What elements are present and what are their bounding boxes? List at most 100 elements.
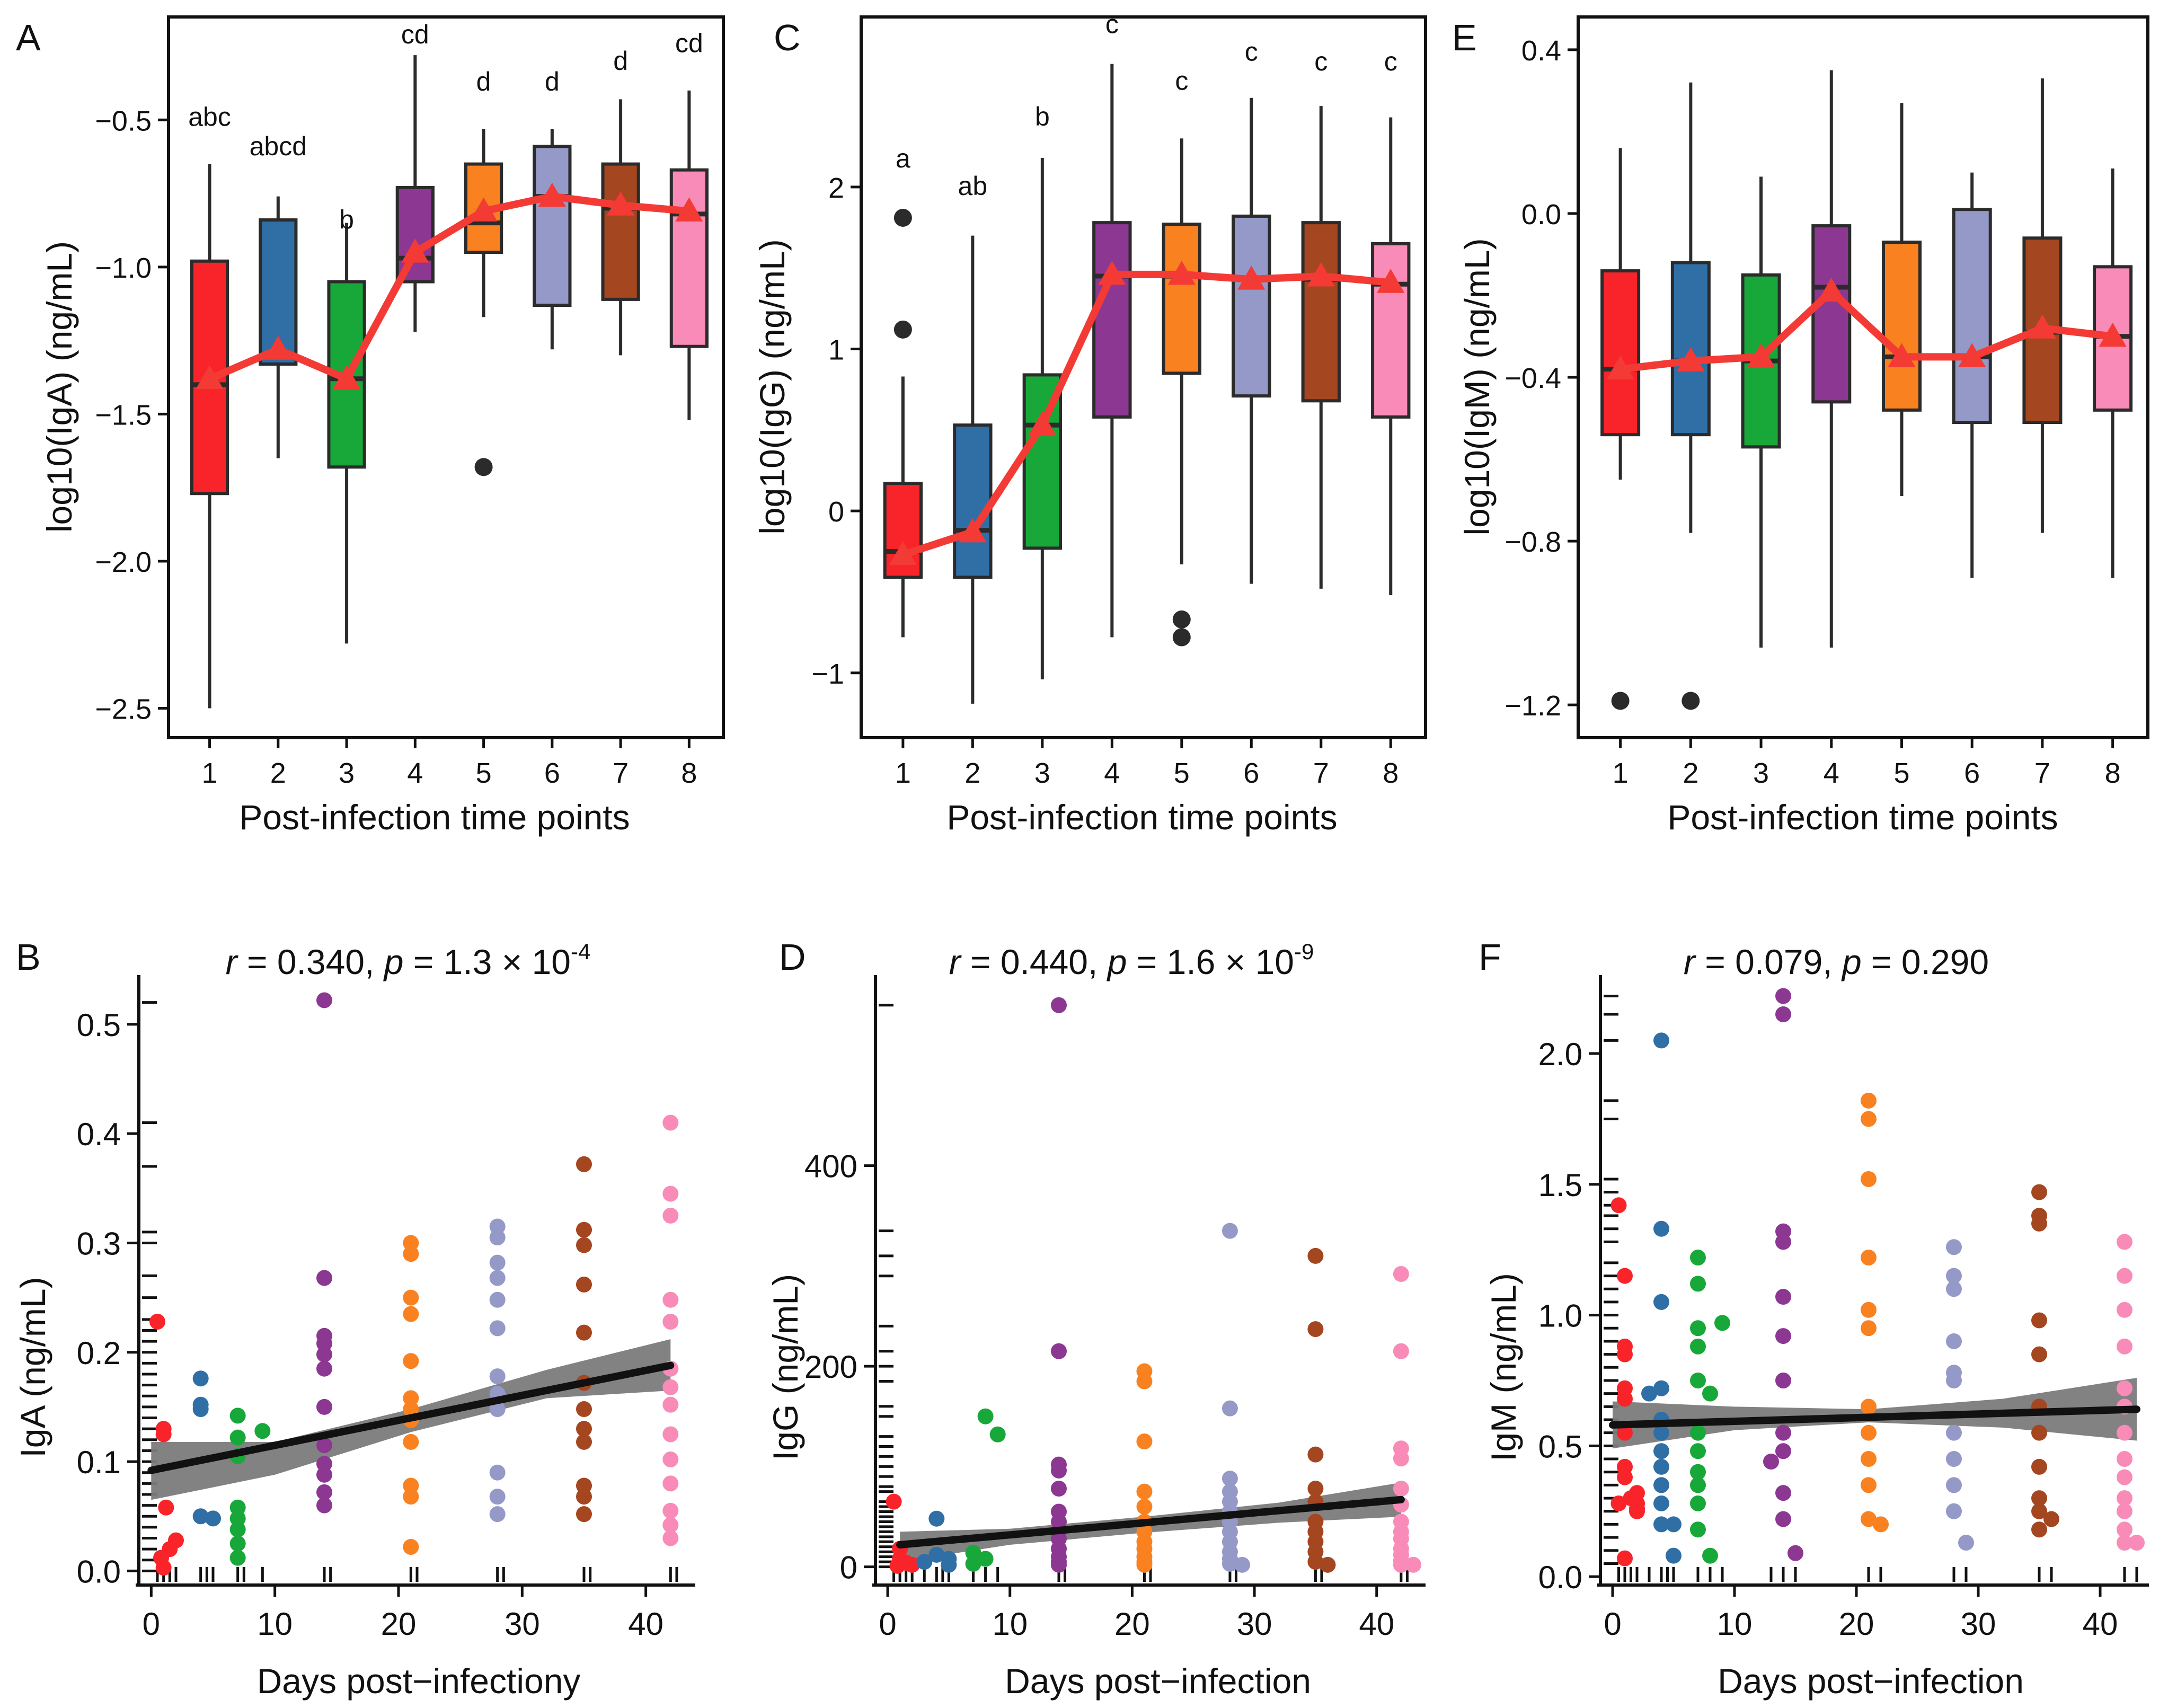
panel-F-data-point	[1690, 1464, 1706, 1480]
panel-F-data-point	[1775, 1006, 1791, 1023]
panel-D-y-axis-label: IgG (ng/mL)	[766, 1274, 805, 1461]
panel-F-data-point	[1653, 1495, 1669, 1511]
panel-E-label: E	[1452, 17, 1477, 58]
panel-E-mean-marker	[2028, 314, 2056, 339]
panel-C-mean-marker	[1377, 269, 1405, 293]
panel-E-mean-marker	[1677, 347, 1705, 371]
panel-C-box-2	[953, 423, 993, 579]
panel-F-regression-line	[1609, 1405, 2140, 1429]
panel-B-data-point	[662, 1185, 679, 1202]
panel-A-x-tick-label: 4	[407, 757, 423, 789]
panel-C-y-tick-label: 1	[828, 334, 844, 366]
panel-F-data-point	[1610, 1197, 1627, 1214]
panel-E-y-tick-label: −0.4	[1505, 362, 1561, 394]
panel-B-data-point	[229, 1535, 246, 1552]
panel-E-x-tick-label: 1	[1613, 757, 1629, 789]
panel-A-mean-trend-line	[208, 192, 689, 383]
panel-F-data-point	[2117, 1521, 2132, 1538]
panel-F-data-point	[1861, 1092, 1877, 1109]
panel-C-mean-marker	[1028, 411, 1056, 436]
panel-F-data-point	[2117, 1234, 2132, 1250]
panel-B-y-tick-label: 0.4	[77, 1117, 121, 1152]
panel-A-x-tick-label: 7	[613, 757, 629, 789]
panel-F-data-point	[1623, 1490, 1639, 1507]
panel-F-data-point	[2031, 1346, 2047, 1362]
panel-E-y-tick-label: 0.0	[1521, 199, 1561, 231]
panel-B-data-point	[662, 1517, 679, 1533]
panel-F-data-point	[1946, 1333, 1962, 1349]
panel-E-x-tick-label: 8	[2105, 757, 2121, 789]
panel-F-x-tick-label: 40	[2083, 1606, 2118, 1642]
panel-A-y-tick-label: −1.5	[95, 399, 152, 431]
panel-D-data-point	[1393, 1343, 1409, 1359]
panel-F-data-point	[2117, 1268, 2132, 1284]
panel-C-significance-letter: c	[1105, 10, 1119, 39]
panel-B-data-point	[403, 1289, 419, 1306]
panel-E-outlier-point	[1682, 692, 1700, 710]
panel-A-mean-marker	[607, 191, 635, 216]
panel-B-data-point	[576, 1477, 592, 1494]
panel-F-x-tick-label: 10	[1717, 1606, 1753, 1642]
panel-D-p-exponent: -9	[1294, 939, 1314, 964]
panel-B-data-point	[489, 1229, 506, 1246]
panel-B-y-tick-label: 0.5	[77, 1007, 121, 1043]
panel-B-data-point	[489, 1489, 506, 1505]
panel-A-significance-letter: b	[339, 205, 354, 235]
panel-F-data-point	[2031, 1490, 2047, 1507]
panel-A-x-tick-label: 5	[476, 757, 492, 789]
panel-C-boxplot: C Post-infection time points log10(IgG) (n…	[753, 10, 1427, 837]
panel-B-data-point	[316, 1399, 332, 1415]
panel-F-data-point	[1617, 1469, 1633, 1485]
panel-B-data-point	[316, 992, 332, 1008]
panel-A-outlier-point	[474, 458, 493, 476]
panel-D-data-point	[1320, 1556, 1336, 1573]
panel-B-data-point	[576, 1433, 592, 1450]
panel-E-boxplot: E Post-infection time points log10(IgM) (n…	[1452, 15, 2149, 837]
panel-F-data-point	[2117, 1338, 2132, 1355]
panel-E-x-tick-label: 3	[1753, 757, 1769, 789]
panel-F-data-point	[1763, 1453, 1779, 1470]
panel-E-mean-marker	[1747, 343, 1775, 367]
panel-F-data-point	[1946, 1424, 1962, 1441]
panel-A-x-tick-label: 6	[544, 757, 560, 789]
panel-B-data-point	[316, 1484, 332, 1500]
panel-F-data-point	[1617, 1550, 1633, 1567]
panel-B-data-point	[489, 1291, 506, 1308]
panel-F-data-point	[1787, 1545, 1803, 1561]
panel-A-significance-letter: d	[613, 46, 628, 76]
panel-C-y-tick-label: 2	[828, 172, 844, 204]
panel-B-data-point	[662, 1291, 679, 1308]
panel-D-data-point	[928, 1546, 945, 1563]
panel-F-data-point	[1617, 1268, 1633, 1284]
panel-F-data-point	[1861, 1399, 1877, 1415]
panel-B-data-point	[192, 1370, 209, 1387]
panel-F-y-tick-label: 0.0	[1538, 1560, 1582, 1595]
panel-A-box-6	[533, 145, 572, 307]
panel-B-p-exponent: -4	[571, 939, 590, 964]
panel-F-data-point	[1610, 1495, 1627, 1511]
panel-F-data-point	[2031, 1215, 2047, 1232]
panel-B-data-point	[489, 1270, 506, 1286]
panel-D-label: D	[779, 936, 806, 978]
panel-F-y-axis-label: IgM (ng/mL)	[1484, 1273, 1523, 1462]
panel-B-data-point	[662, 1502, 679, 1519]
panel-C-outlier-point	[893, 208, 912, 227]
panel-C-significance-letter: b	[1035, 102, 1050, 131]
panel-B-x-tick-label: 10	[257, 1606, 293, 1642]
panel-E-mean-marker	[1817, 277, 1845, 302]
panel-F-r-value: 0.079	[1735, 942, 1822, 981]
panel-F-p-value: 0.290	[1901, 942, 1989, 981]
panel-B-data-point	[576, 1324, 592, 1341]
panel-D-data-point	[1307, 1321, 1324, 1338]
panel-B-data-point	[576, 1421, 592, 1437]
panel-F-data-point	[1861, 1511, 1877, 1527]
panel-C-mean-trend-line	[901, 270, 1391, 559]
panel-B-data-point	[229, 1521, 246, 1537]
panel-F-data-point	[1653, 1424, 1669, 1441]
panel-B-data-point	[316, 1335, 332, 1352]
panel-C-mean-marker	[1098, 260, 1126, 285]
panel-E-box-1	[1600, 269, 1641, 437]
panel-F-data-point	[2117, 1380, 2132, 1396]
panel-B-data-point	[662, 1451, 679, 1467]
